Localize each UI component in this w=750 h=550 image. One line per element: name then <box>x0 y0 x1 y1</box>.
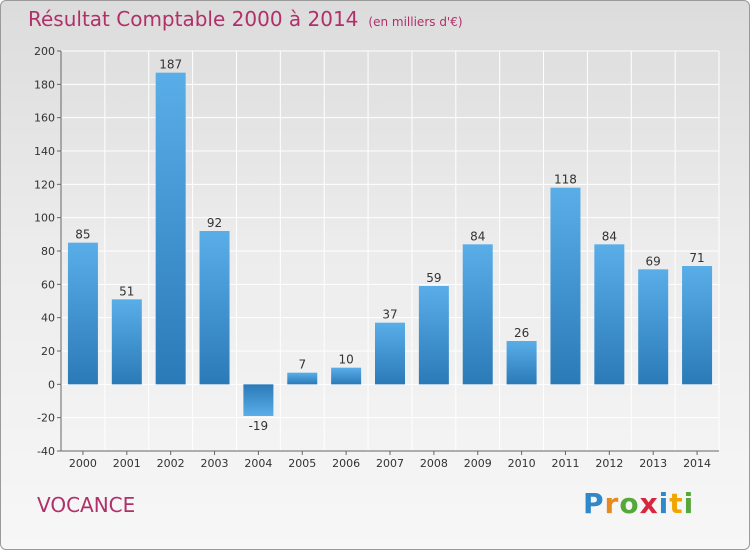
x-tick-label: 2001 <box>113 457 141 470</box>
data-label: 71 <box>689 251 704 265</box>
bar-2008 <box>418 286 449 385</box>
bar-2004 <box>243 384 274 416</box>
place-name: VOCANCE <box>37 493 136 517</box>
bar-2014 <box>682 266 713 385</box>
y-tick-label: 100 <box>34 212 55 225</box>
x-tick-label: 2006 <box>332 457 360 470</box>
y-tick-label: 0 <box>48 378 55 391</box>
bar-2011 <box>550 187 581 385</box>
axis-layer: -40 -20 0 20 40 60 80 100 120 140 160 180 200 2000 200… <box>34 45 719 470</box>
chart-title: Résultat Comptable 2000 à 2014 (en millie… <box>28 7 463 31</box>
data-label: 10 <box>338 353 353 367</box>
bar-2009 <box>462 244 493 385</box>
bar-2012 <box>594 244 625 385</box>
bar-2013 <box>638 269 669 385</box>
x-tick-label: 2005 <box>288 457 316 470</box>
data-label: 51 <box>119 284 134 298</box>
y-tick-label: 40 <box>41 312 55 325</box>
bar-layer <box>67 72 713 416</box>
y-tick-label: 180 <box>34 78 55 91</box>
data-label: 92 <box>207 216 222 230</box>
data-label: 84 <box>602 229 617 243</box>
bar-2007 <box>375 322 405 385</box>
x-tick-label: 2008 <box>420 457 448 470</box>
y-tick-label: 120 <box>34 178 55 191</box>
data-label: 59 <box>426 271 441 285</box>
x-tick-label: 2004 <box>244 457 272 470</box>
y-tick-label: 20 <box>41 345 55 358</box>
y-tick-label: 140 <box>34 145 55 158</box>
data-label: 7 <box>298 358 306 372</box>
bar-2002 <box>155 72 186 385</box>
data-label: 26 <box>514 326 529 340</box>
data-label: 187 <box>159 58 182 72</box>
y-tick-label: 200 <box>34 45 55 58</box>
y-tick-label: 60 <box>41 278 55 291</box>
x-tick-label: 2009 <box>464 457 492 470</box>
proxiti-logo: Proxiti <box>583 487 695 520</box>
data-label: 85 <box>75 228 90 242</box>
x-tick-label: 2010 <box>508 457 536 470</box>
data-label: 118 <box>554 173 577 187</box>
x-tick-label: 2002 <box>157 457 185 470</box>
label-layer: 85 51 187 92 -19 7 10 37 59 84 26 118 84 69 71 <box>75 58 704 433</box>
x-tick-label: 2013 <box>639 457 667 470</box>
bar-2005 <box>287 372 318 385</box>
bar-2006 <box>331 367 362 385</box>
x-tick-label: 2007 <box>376 457 404 470</box>
x-tick-label: 2000 <box>69 457 97 470</box>
bar-2010 <box>506 341 537 385</box>
title-text: Résultat Comptable 2000 à 2014 <box>28 7 359 31</box>
data-label: 69 <box>646 254 661 268</box>
x-tick-label: 2011 <box>551 457 579 470</box>
chart-subtitle: (en milliers d'€) <box>368 15 463 29</box>
y-tick-label: -20 <box>37 412 55 425</box>
y-tick-label: 160 <box>34 112 55 125</box>
bar-2003 <box>199 231 230 385</box>
bar-2001 <box>111 299 142 385</box>
y-tick-label: -40 <box>37 445 55 458</box>
y-tick-label: 80 <box>41 245 55 258</box>
x-tick-label: 2012 <box>595 457 623 470</box>
x-tick-label: 2014 <box>683 457 711 470</box>
data-label: 84 <box>470 229 485 243</box>
bar-2000 <box>67 242 98 385</box>
data-label: -19 <box>249 419 269 433</box>
x-tick-label: 2003 <box>201 457 229 470</box>
data-label: 37 <box>382 308 397 322</box>
